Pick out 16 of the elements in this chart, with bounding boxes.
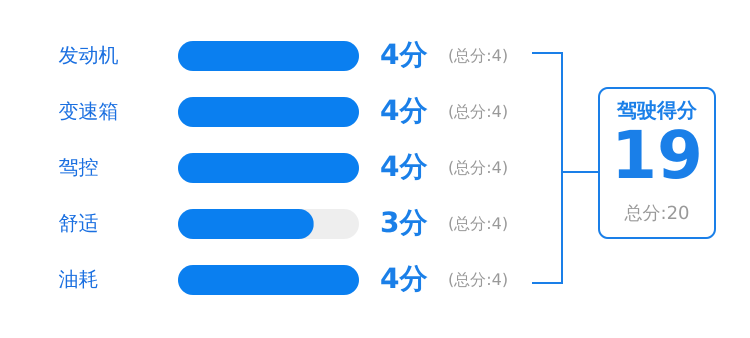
y-tick-label: 发动机 xyxy=(58,43,118,67)
data-label: 4分 xyxy=(380,150,428,183)
y-tick-label: 驾控 xyxy=(58,155,98,179)
data-label: 4分 xyxy=(380,38,428,71)
y-tick-label: 油耗 xyxy=(58,267,98,291)
text: (总分:4) xyxy=(448,214,508,233)
text: (总分:4) xyxy=(448,158,508,177)
text: 总分:20 xyxy=(624,202,690,225)
text: (总分:4) xyxy=(448,270,508,289)
data-label: 4分 xyxy=(380,94,428,127)
y-tick-label: 变速箱 xyxy=(58,99,118,123)
data-label: 3分 xyxy=(380,206,428,239)
text: (总分:4) xyxy=(448,102,508,121)
y-tick-label: 舒适 xyxy=(58,211,98,235)
data-label: 4分 xyxy=(380,262,428,295)
text: (总分:4) xyxy=(448,46,508,65)
